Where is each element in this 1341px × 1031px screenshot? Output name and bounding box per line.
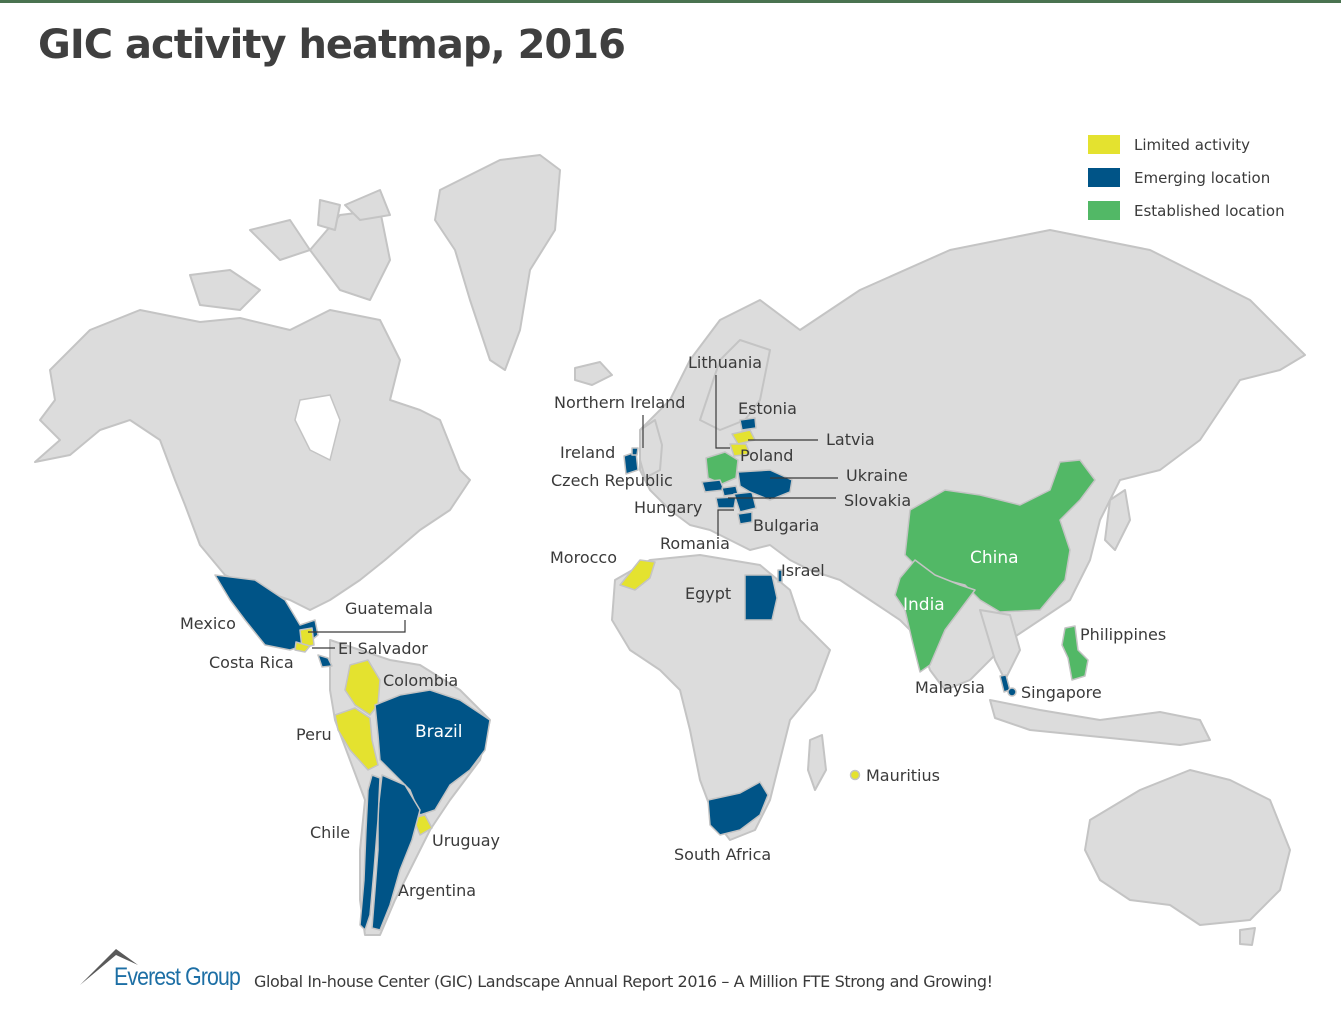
legend-label: Emerging location [1134, 168, 1271, 187]
country-south-africa [707, 781, 769, 836]
label-northern-ireland: Northern Ireland [554, 393, 686, 412]
label-romania: Romania [660, 534, 730, 553]
label-estonia: Estonia [738, 399, 797, 418]
label-morocco: Morocco [550, 548, 617, 567]
landmass-eurasia [639, 229, 1306, 691]
label-singapore: Singapore [1021, 683, 1102, 702]
label-south-africa: South Africa [674, 845, 772, 864]
top-accent-bar [0, 0, 1341, 3]
label-bulgaria: Bulgaria [753, 516, 820, 535]
label-philippines: Philippines [1080, 625, 1167, 644]
country-mauritius [849, 769, 861, 781]
report-title: Global In-house Center (GIC) Landscape A… [254, 972, 993, 991]
label-israel: Israel [781, 561, 825, 580]
country-poland [705, 451, 739, 485]
label-argentina: Argentina [398, 881, 477, 900]
country-morocco [619, 559, 656, 591]
label-ireland: Ireland [560, 443, 616, 462]
country-czech-republic [701, 479, 725, 493]
label-peru: Peru [296, 725, 332, 744]
country-northern-ireland [631, 447, 639, 456]
legend-item-emerging: Emerging location [1088, 161, 1285, 194]
country-colombia [344, 659, 381, 716]
legend-label: Limited activity [1134, 135, 1250, 154]
legend-item-established: Established location [1088, 194, 1285, 227]
brand-name: Everest Group [114, 963, 241, 991]
country-singapore [1007, 687, 1017, 697]
label-ukraine: Ukraine [846, 466, 908, 485]
legend-swatch-limited [1088, 135, 1120, 154]
country-lithuania [729, 443, 751, 457]
label-el-salvador: El Salvador [338, 639, 428, 658]
landmass-africa [611, 554, 831, 841]
label-latvia: Latvia [826, 430, 875, 449]
label-guatemala: Guatemala [345, 599, 434, 618]
everest-mountain-logo-icon [80, 949, 138, 985]
landmass-arctic-islands [189, 269, 261, 311]
legend: Limited activity Emerging location Estab… [1088, 128, 1285, 227]
legend-swatch-emerging [1088, 168, 1120, 187]
label-malaysia: Malaysia [915, 678, 985, 697]
label-hungary: Hungary [634, 498, 703, 517]
label-egypt: Egypt [685, 584, 732, 603]
label-china: China [970, 548, 1019, 568]
country-egypt [744, 574, 778, 621]
label-india: India [903, 595, 945, 615]
country-israel [777, 569, 783, 583]
footer: Everest Group Global In-house Center (GI… [80, 945, 1180, 995]
label-mexico: Mexico [180, 614, 236, 633]
landmass-north-america [34, 309, 471, 611]
landmass-great-britain [639, 419, 663, 479]
landmass-greenland [434, 154, 561, 371]
label-czech-republic: Czech Republic [551, 471, 673, 490]
country-peru [334, 707, 379, 771]
label-mauritius: Mauritius [866, 766, 940, 785]
label-colombia: Colombia [383, 671, 459, 690]
country-chile [359, 774, 381, 931]
label-brazil: Brazil [415, 722, 463, 742]
label-uruguay: Uruguay [432, 831, 500, 850]
landmass-indonesia [989, 699, 1211, 746]
label-lithuania: Lithuania [688, 353, 763, 372]
country-philippines [1061, 625, 1089, 681]
legend-item-limited: Limited activity [1088, 128, 1285, 161]
page-title: GIC activity heatmap, 2016 [38, 22, 626, 68]
country-estonia [739, 417, 757, 431]
label-slovakia: Slovakia [844, 491, 912, 510]
country-costa-rica [317, 654, 333, 668]
country-guatemala [299, 627, 315, 649]
label-poland: Poland [740, 446, 794, 465]
country-hungary [715, 496, 737, 509]
label-chile: Chile [310, 823, 351, 842]
country-romania [733, 491, 757, 513]
country-bulgaria [737, 511, 753, 525]
landmass-australia [1084, 769, 1291, 926]
country-el-salvador [294, 641, 311, 653]
legend-swatch-established [1088, 201, 1120, 220]
legend-label: Established location [1134, 201, 1285, 220]
country-india [894, 559, 976, 673]
country-argentina [371, 774, 421, 931]
label-costa-rica: Costa Rica [209, 653, 294, 672]
